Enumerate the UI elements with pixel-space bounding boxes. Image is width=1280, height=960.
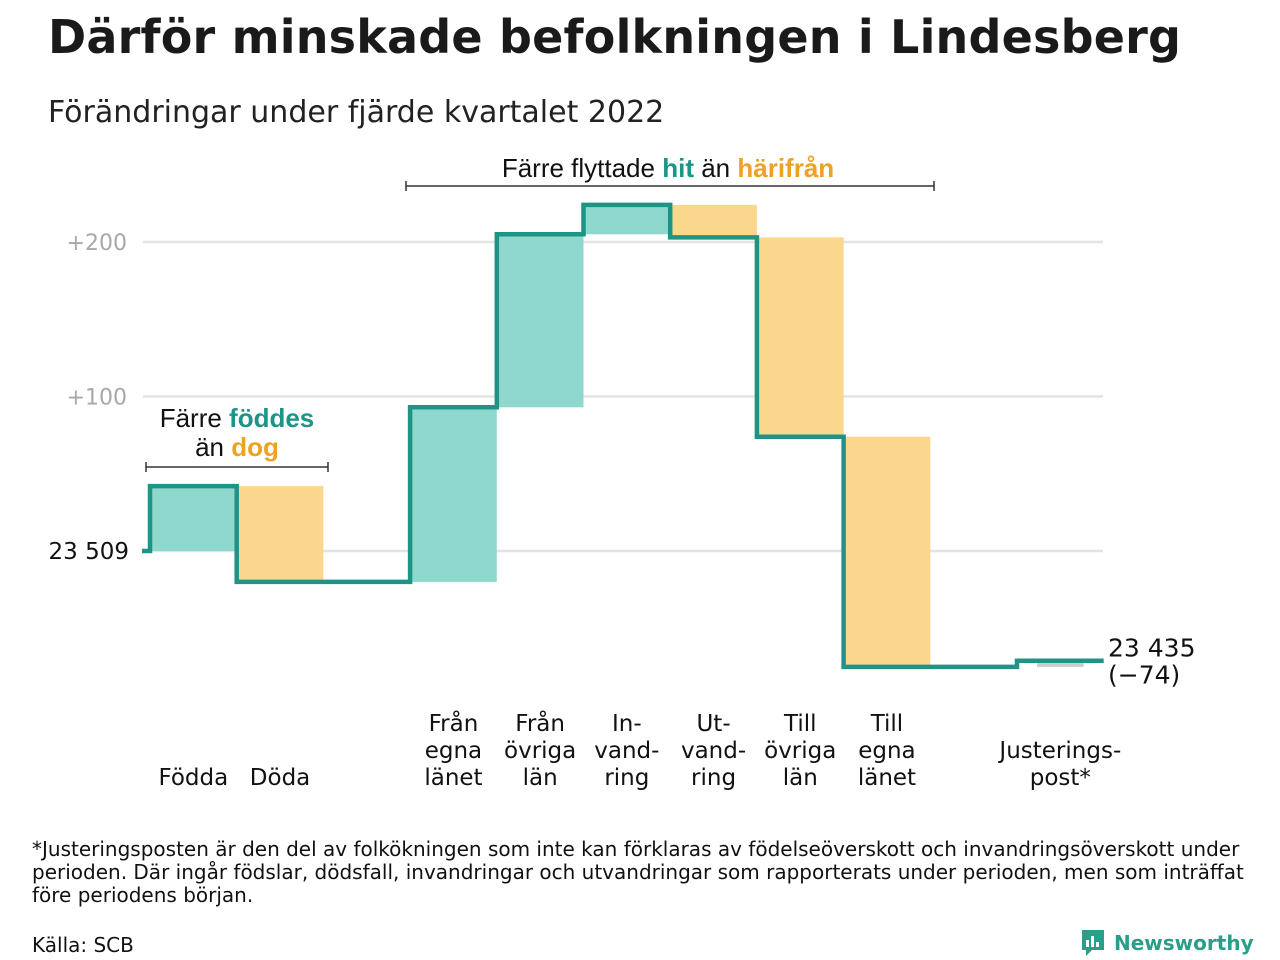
source-label: Källa: SCB (32, 933, 134, 957)
moves-annotation: Färre flyttade hit än härifrån (502, 153, 834, 183)
footnote: *Justeringsposten är den del av folkökni… (32, 837, 1244, 907)
waterfall-bar (843, 436, 931, 667)
waterfall-bar (1037, 660, 1084, 667)
waterfall-bar (410, 407, 497, 582)
category-label: Från (515, 709, 565, 737)
category-label: vand- (681, 738, 746, 764)
category-label: län (523, 765, 558, 791)
waterfall-bar (150, 486, 237, 551)
end-change-label: (−74) (1108, 661, 1180, 690)
end-value-label: 23 435 (1108, 634, 1195, 663)
births-annotation-line1: Färre föddes (160, 403, 315, 433)
cumulative-step-line (142, 202, 1104, 670)
waterfall-bar (583, 204, 671, 235)
y-tick-label: +100 (67, 386, 127, 411)
chart-subtitle: Förändringar under fjärde kvartalet 2022 (48, 95, 665, 130)
births-annotation-line2: än dog (195, 432, 279, 462)
y-tick-label: +200 (67, 231, 127, 256)
waterfall-bar (236, 486, 324, 582)
category-label: egna (858, 738, 915, 764)
chart-title: Därför minskade befolkningen i Lindesber… (48, 10, 1182, 64)
category-label: ring (691, 765, 736, 791)
category-label: Till (870, 711, 904, 737)
category-label: Från (429, 709, 479, 737)
category-label: Födda (158, 765, 228, 791)
brand-name: Newsworthy (1114, 931, 1254, 955)
waterfall-bar (756, 237, 844, 437)
category-label: egna (425, 738, 482, 764)
category-label: länet (424, 765, 482, 791)
waterfall-bar (670, 204, 757, 238)
category-label: In- (612, 711, 642, 737)
category-label: Ut- (696, 711, 730, 737)
category-label: Döda (250, 765, 310, 791)
category-label: övriga (504, 738, 576, 764)
waterfall-bar (496, 234, 584, 408)
waterfall-chart: +100+200 Födda DödaFrånegnalänetFrånövrig… (49, 153, 1196, 791)
category-label: post* (1030, 765, 1091, 791)
category-label: län (783, 765, 818, 791)
category-label: Justerings- (997, 738, 1121, 764)
newsworthy-logo-icon (1082, 930, 1104, 956)
category-label: Till (783, 711, 817, 737)
start-value-label: 23 509 (49, 539, 129, 565)
category-label: ring (604, 765, 649, 791)
category-label: övriga (764, 738, 836, 764)
category-label: länet (858, 765, 916, 791)
category-label: vand- (594, 738, 659, 764)
newsworthy-logo: Newsworthy (1080, 928, 1254, 958)
